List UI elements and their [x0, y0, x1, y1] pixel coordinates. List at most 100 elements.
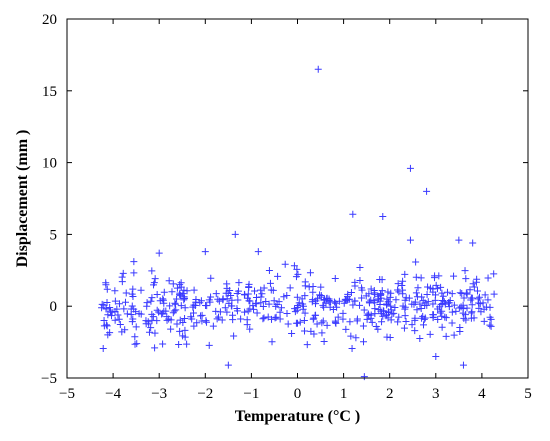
data-point	[400, 324, 408, 332]
data-point	[148, 294, 156, 302]
data-point	[384, 314, 392, 322]
data-point	[474, 295, 482, 303]
data-point	[438, 289, 446, 297]
data-point	[383, 311, 391, 319]
data-point	[452, 307, 460, 315]
data-point	[228, 302, 236, 310]
data-point	[367, 285, 375, 293]
y-tick-label: 10	[42, 156, 57, 172]
data-point	[290, 262, 298, 270]
data-point	[455, 304, 463, 312]
data-point	[205, 296, 213, 304]
data-point	[133, 340, 141, 348]
data-point	[158, 310, 166, 318]
data-point	[214, 295, 222, 303]
data-point	[443, 288, 451, 296]
data-point	[402, 318, 410, 326]
data-point	[445, 303, 453, 311]
data-point	[390, 309, 398, 317]
data-point	[251, 287, 259, 295]
data-point	[203, 318, 211, 326]
data-point	[153, 317, 161, 325]
data-point	[212, 307, 220, 315]
data-point	[127, 305, 135, 313]
x-tick-label: 5	[524, 386, 532, 402]
data-point	[177, 302, 185, 310]
data-point	[358, 286, 366, 294]
data-point	[153, 306, 161, 314]
data-point	[335, 297, 343, 305]
data-point	[111, 308, 119, 316]
data-point	[284, 320, 292, 328]
data-point	[319, 317, 327, 325]
data-point	[459, 309, 467, 317]
data-point	[358, 294, 366, 302]
data-point	[459, 361, 467, 369]
data-point	[434, 316, 442, 324]
data-point	[419, 312, 427, 320]
data-point	[283, 291, 291, 299]
data-point	[202, 302, 210, 310]
data-point	[104, 311, 112, 319]
data-point	[416, 334, 424, 342]
data-point	[374, 325, 382, 333]
data-point	[245, 283, 253, 291]
data-point	[153, 290, 161, 298]
data-point	[176, 281, 184, 289]
data-point	[391, 303, 399, 311]
data-point	[348, 345, 356, 353]
data-point	[303, 341, 311, 349]
data-point	[102, 305, 110, 313]
data-point	[307, 327, 315, 335]
data-point	[470, 314, 478, 322]
data-point	[490, 270, 498, 278]
data-point	[432, 291, 440, 299]
data-point	[388, 310, 396, 318]
data-point	[135, 310, 143, 318]
data-point	[165, 277, 173, 285]
data-point	[142, 317, 150, 325]
data-point	[330, 298, 338, 306]
data-point	[432, 281, 440, 289]
data-point	[412, 273, 420, 281]
data-point	[417, 305, 425, 313]
data-point	[292, 273, 300, 281]
data-point	[424, 283, 432, 291]
data-point	[283, 309, 291, 317]
data-point	[301, 278, 309, 286]
data-point	[301, 292, 309, 300]
data-point	[371, 290, 379, 298]
data-point	[212, 290, 220, 298]
data-point	[288, 330, 296, 338]
data-point	[347, 288, 355, 296]
data-point	[176, 327, 184, 335]
data-point	[111, 297, 119, 305]
x-tick-label: −2	[197, 386, 213, 402]
data-point	[333, 303, 341, 311]
data-point	[384, 298, 392, 306]
data-point	[292, 319, 300, 327]
data-point	[147, 324, 155, 332]
data-point	[448, 308, 456, 316]
data-point	[313, 320, 321, 328]
data-point	[160, 299, 168, 307]
data-point	[129, 285, 137, 293]
data-point	[469, 239, 477, 247]
data-point	[213, 315, 221, 323]
data-point	[317, 291, 325, 299]
data-point	[132, 323, 140, 331]
data-point	[168, 288, 176, 296]
data-point	[160, 288, 168, 296]
data-point	[301, 309, 309, 317]
data-point	[230, 332, 238, 340]
data-point	[450, 331, 458, 339]
data-point	[412, 289, 420, 297]
data-point	[143, 299, 151, 307]
data-point	[353, 315, 361, 323]
data-point	[476, 300, 484, 308]
data-point	[193, 319, 201, 327]
data-point	[151, 329, 159, 337]
data-point	[378, 287, 386, 295]
data-point	[253, 309, 261, 317]
data-point	[438, 307, 446, 315]
